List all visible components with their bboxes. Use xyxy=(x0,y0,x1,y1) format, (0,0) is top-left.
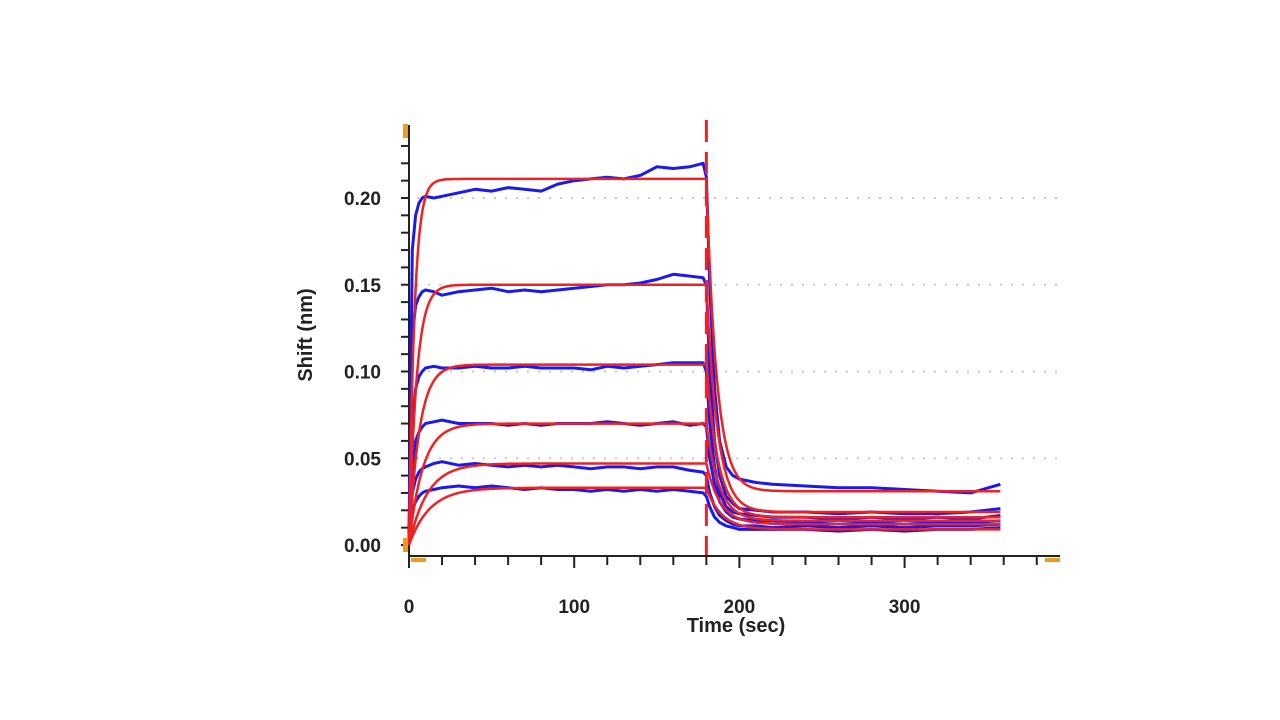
fit-curve-2 xyxy=(407,283,1001,546)
fit-curve-6 xyxy=(407,486,1001,546)
x-tick-label: 300 xyxy=(889,597,921,618)
observed-series-2 xyxy=(407,272,1001,539)
x-tick-label: 0 xyxy=(404,597,415,618)
fit-curve-1 xyxy=(407,177,1001,546)
y-tick-label: 0.05 xyxy=(344,449,381,470)
fit-curve-5 xyxy=(407,462,1001,546)
x-tick-label: 200 xyxy=(724,597,756,618)
x-tick-label: 100 xyxy=(558,597,590,618)
fit-curve-3 xyxy=(407,363,1001,546)
x-range-right-marker xyxy=(1045,558,1060,562)
y-range-top-marker xyxy=(403,124,408,138)
gridlines xyxy=(417,197,1060,460)
markers xyxy=(403,120,1060,562)
y-axis: 0.00 0.05 0.10 0.15 0.20 xyxy=(344,125,410,557)
fit-curve-4 xyxy=(407,422,1001,546)
y-tick-label: 0.10 xyxy=(344,363,381,384)
y-axis-title: Shift (nm) xyxy=(295,288,317,381)
series-layer xyxy=(407,161,1001,546)
observed-series-5 xyxy=(407,460,1001,542)
y-tick-label: 0.20 xyxy=(344,189,381,210)
x-range-left-marker xyxy=(411,558,426,562)
observed-series-1 xyxy=(407,161,1001,537)
x-axis: 0 100 200 300 xyxy=(404,555,1060,618)
y-tick-label: 0.00 xyxy=(344,536,381,557)
y-tick-label: 0.15 xyxy=(344,276,381,297)
x-axis-title: Time (sec) xyxy=(687,615,786,637)
y-range-bottom-marker xyxy=(403,538,408,552)
